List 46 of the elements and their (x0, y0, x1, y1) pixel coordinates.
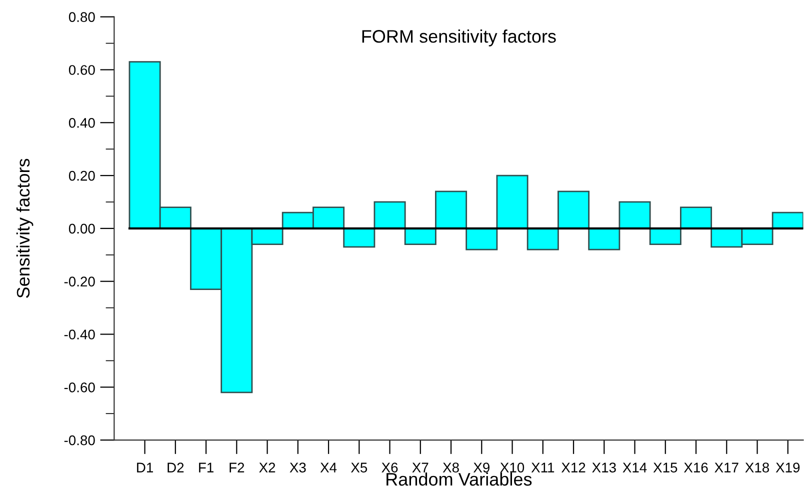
y-tick-label: 0.80 (68, 12, 95, 22)
x-tick-label: X16 (684, 462, 708, 472)
bar (374, 201, 406, 230)
bar (588, 228, 620, 250)
x-tick-label: X17 (714, 462, 738, 472)
y-tick-label: -0.80 (64, 435, 95, 446)
bar (558, 190, 590, 230)
x-tick-label: X13 (592, 462, 616, 472)
x-tick-label: X3 (290, 462, 306, 472)
text: FORM sensitivity factors (362, 30, 556, 46)
x-tick-label: X5 (350, 462, 368, 472)
bar (680, 206, 712, 230)
x-tick-label: F1 (199, 462, 214, 472)
bar (404, 228, 436, 246)
bar (466, 228, 498, 250)
y-tick-label: -0.60 (64, 382, 95, 392)
bar (435, 190, 468, 230)
x-tick-label: X15 (653, 462, 678, 472)
x-tick-label: D1 (137, 462, 153, 472)
y-tick-label: 0.40 (68, 118, 95, 128)
bar (649, 228, 682, 246)
x-tick-label: X9 (473, 462, 490, 472)
x-tick-label: X4 (320, 462, 337, 472)
y-axis-title: Sensitivity factors (16, 158, 34, 298)
x-tick-label: X11 (531, 462, 554, 472)
x-tick-label: X10 (500, 462, 524, 472)
x-tick-label: X8 (442, 462, 459, 472)
x-tick-label: X6 (382, 462, 398, 472)
x-axis-title: Random Variables (386, 472, 532, 486)
bar (618, 201, 651, 230)
x-tick-label: X18 (745, 462, 770, 472)
x-tick-label: X2 (259, 462, 276, 472)
x-tick-label: X12 (561, 462, 586, 472)
bar (496, 174, 528, 230)
y-tick-label: 0.20 (68, 170, 95, 181)
y-tick-label: 0.60 (68, 65, 95, 75)
bar (343, 228, 376, 248)
y-tick-label: -0.20 (64, 276, 95, 287)
x-tick-label: X14 (622, 462, 647, 472)
x-tick-label: X7 (412, 462, 428, 472)
y-tick-label: -0.40 (64, 330, 95, 340)
y-tick-label: 0.00 (68, 224, 95, 234)
x-tick-label: D2 (168, 462, 184, 472)
x-tick-label: X19 (776, 462, 800, 472)
x-tick-label: F2 (230, 462, 244, 472)
bar (526, 228, 559, 250)
